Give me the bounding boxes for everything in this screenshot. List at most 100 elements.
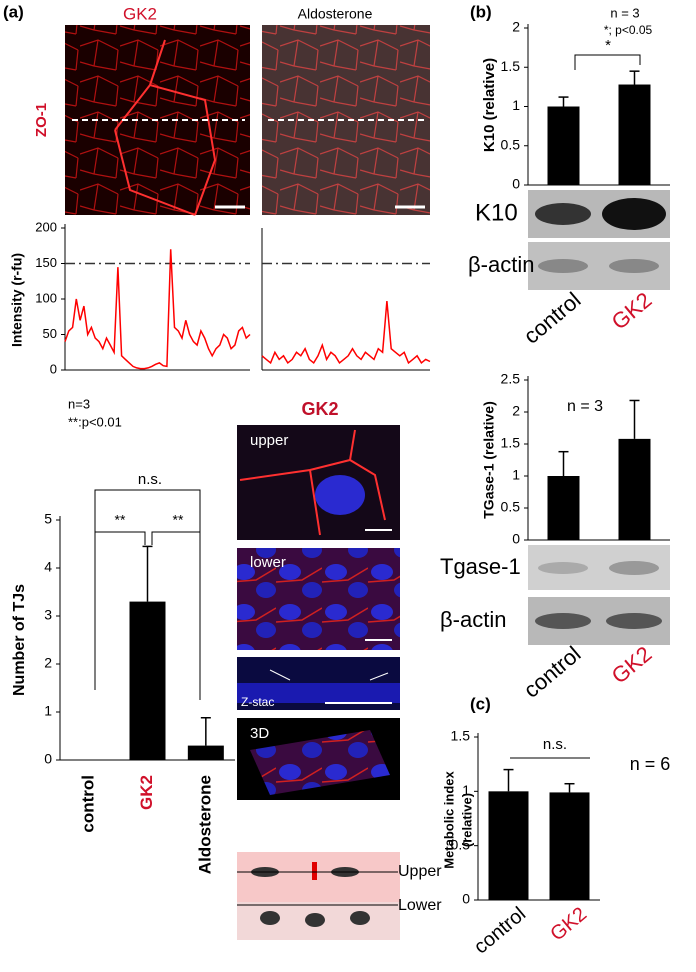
bar (187, 745, 224, 760)
y-tick-label: 1.5 (501, 58, 521, 74)
y-tick-label: 2 (512, 19, 520, 35)
nucleus (260, 911, 280, 925)
cell-border (114, 39, 217, 216)
blot-label: K10 (475, 199, 518, 226)
y-tick-label: 4 (44, 559, 52, 575)
y-tick-label: 1.5 (501, 435, 521, 451)
annotation: **:p<0.01 (68, 414, 122, 429)
blot-label: β-actin (440, 607, 506, 632)
significance-bracket (151, 531, 201, 700)
confocal-image (237, 548, 400, 650)
image-label: Z-stac (241, 695, 274, 709)
cell-layer (237, 683, 400, 703)
y-tick-label: 0.5 (501, 136, 521, 152)
y-tick-label: 50 (43, 326, 57, 341)
y-tick-label: 1 (44, 703, 52, 719)
band (609, 561, 659, 575)
bar (547, 106, 580, 185)
arrow (369, 672, 389, 681)
row-label: ZO-1 (33, 103, 50, 137)
y-tick-label: 0 (512, 531, 520, 547)
intensity-line (261, 301, 431, 365)
bar (549, 792, 590, 900)
annotation: * (605, 37, 611, 54)
y-tick-label: 1 (462, 782, 470, 798)
x-tick-label: control (519, 641, 586, 703)
y-tick-label: 200 (35, 219, 57, 234)
x-tick-label: GK2 (607, 641, 657, 688)
x-tick-label: GK2 (607, 287, 657, 334)
annotation: n.s. (543, 736, 567, 753)
y-axis-label: TGase-1 (relative) (481, 401, 497, 519)
cell-border (239, 429, 386, 536)
image-label: upper (250, 432, 288, 449)
schematic (237, 852, 400, 940)
y-tick-label: 2 (512, 403, 520, 419)
band (535, 203, 591, 225)
y-axis-label: Intensity (r-fu) (9, 253, 25, 347)
y-tick-label: 1.5 (451, 728, 471, 744)
confocal-images (237, 425, 400, 800)
volume (250, 730, 390, 795)
nucleus (305, 913, 325, 927)
arrow (269, 669, 291, 681)
y-tick-label: 100 (35, 290, 57, 305)
y-tick-label: 3 (44, 607, 52, 623)
blot-label: Tgase-1 (440, 554, 521, 579)
bar (488, 791, 529, 900)
column-title: Aldosterone (298, 6, 373, 22)
panel-label: (c) (470, 694, 491, 713)
y-tick-label: 0 (50, 361, 57, 376)
micrograph (262, 25, 430, 215)
upper-layer (237, 852, 400, 902)
bar (618, 438, 651, 540)
x-tick-label: Aldosterone (195, 775, 214, 874)
x-tick-label: GK2 (137, 775, 156, 810)
panel-label: (a) (3, 2, 24, 21)
panel-label: (b) (470, 2, 492, 21)
y-tick-label: 0.5 (501, 499, 521, 515)
x-tick-label: GK2 (546, 903, 591, 946)
x-tick-label: control (519, 287, 586, 349)
image-label: 3D (250, 725, 269, 742)
y-tick-label: 0 (44, 751, 52, 767)
annotation: n = 6 (630, 754, 671, 774)
blots (528, 190, 670, 645)
y-axis-label: K10 (relative) (481, 58, 498, 152)
blot-label: β-actin (468, 252, 534, 277)
x-tick-label: control (79, 775, 98, 833)
band (538, 259, 588, 273)
annotation: ** (173, 512, 184, 528)
significance-bracket (574, 54, 641, 70)
band (602, 198, 666, 230)
y-tick-label: 150 (35, 255, 57, 270)
nucleus (350, 911, 370, 925)
y-tick-label: 2 (44, 655, 52, 671)
micrographs (65, 25, 430, 216)
y-tick-label: 5 (44, 511, 52, 527)
y-tick-label: 2.5 (501, 371, 521, 387)
band (609, 259, 659, 273)
y-axis-label: Number of TJs (11, 584, 28, 696)
annotation: n=3 (68, 396, 90, 411)
annotation: n = 3 (610, 5, 639, 20)
intensity-line (64, 249, 251, 370)
schematic-label: Lower (398, 897, 442, 914)
significance-bracket (94, 531, 146, 560)
nucleus (315, 475, 365, 515)
y-axis-label: (relative) (459, 793, 474, 847)
schematic-label: Upper (398, 863, 442, 880)
y-tick-label: 0 (512, 176, 520, 192)
y-tick-label: 0.5 (451, 836, 471, 852)
y-tick-label: 0 (462, 891, 470, 907)
bar (547, 476, 580, 540)
band (535, 613, 591, 629)
y-tick-label: 1 (512, 467, 520, 483)
image-label: lower (250, 554, 286, 571)
column-title: GK2 (123, 4, 157, 23)
band (538, 562, 588, 574)
annotation: *; p<0.05 (604, 23, 653, 37)
band (606, 613, 662, 629)
annotation: n = 3 (567, 398, 603, 415)
